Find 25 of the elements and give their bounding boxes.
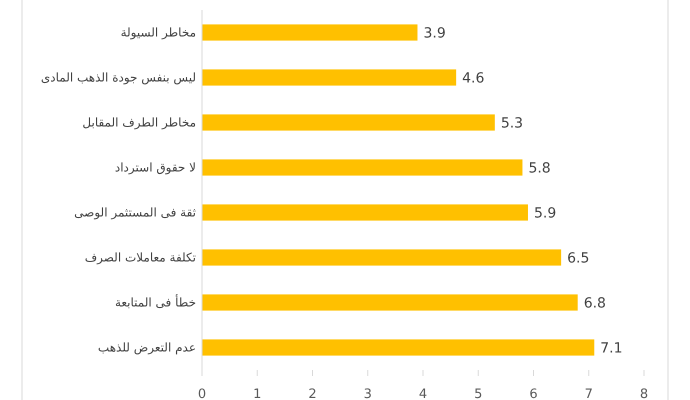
x-tick-label: 8: [640, 387, 648, 400]
y-tick-label: تكلفة معاملات الصرف: [84, 250, 196, 264]
y-tick-label: ليس بنفس جودة الذهب المادى: [40, 70, 196, 84]
y-tick-label: عدم التعرض للذهب: [98, 340, 196, 354]
y-tick-label: خطأ فى المتابعة: [114, 294, 196, 310]
x-tick-label: 2: [308, 387, 317, 400]
data-label: 6.8: [584, 296, 606, 312]
x-tick-label: 6: [529, 387, 538, 400]
x-tick-label: 3: [364, 387, 372, 400]
x-tick-label: 7: [584, 387, 593, 400]
data-label: 5.8: [528, 160, 551, 176]
y-tick-label: مخاطر الطرف المقابل: [82, 116, 196, 130]
x-tick-label: 4: [418, 387, 428, 400]
y-tick-label: ثقة فى المستثمر الوصى: [74, 206, 196, 220]
data-label: 5.3: [500, 116, 524, 132]
data-label: 3.9: [423, 26, 446, 42]
y-tick-label: مخاطر السيولة: [120, 26, 196, 40]
data-label: 4.6: [462, 70, 485, 86]
y-tick-label: لا حقوق استرداد: [114, 160, 196, 174]
data-label: 7.1: [600, 340, 623, 356]
data-label: 5.9: [534, 206, 556, 222]
x-tick-label: 1: [253, 387, 262, 400]
x-tick-label: 0: [198, 387, 206, 400]
data-label: 6.5: [567, 250, 590, 266]
x-tick-label: 5: [474, 387, 482, 400]
